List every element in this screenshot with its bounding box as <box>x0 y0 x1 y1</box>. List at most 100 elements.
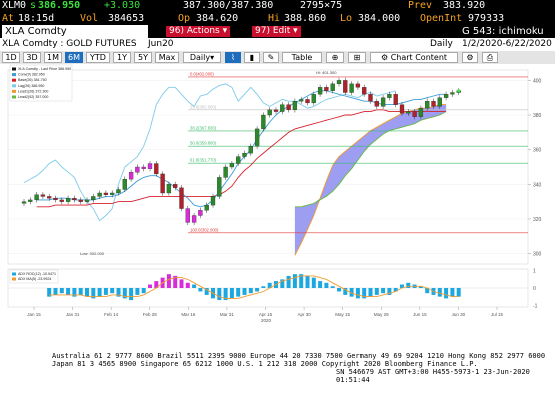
candle-body <box>286 104 291 110</box>
subheader: XLA Comdty : GOLD FUTURES Jun20 Daily 1/… <box>0 38 555 51</box>
chart-content-button[interactable]: ⚙ Chart Content <box>370 52 458 63</box>
bid-ask: 387.300/387.380 <box>183 0 274 11</box>
candle-chart-icon[interactable]: ▮ <box>244 52 260 63</box>
annotations: Hi: 401.300 Low: 302.000 <box>80 70 337 256</box>
fib-label: 38.2(367.830) <box>190 125 217 130</box>
security-field[interactable]: XLA Comdty <box>2 25 148 38</box>
oscillator-bar <box>437 288 442 297</box>
date-tick-label: Jul 15 <box>491 312 504 317</box>
oscillator-bar <box>406 282 411 288</box>
candle-body <box>280 104 285 112</box>
oscillator-legend-label: ADX ROC(12) -10.9471 <box>18 272 56 276</box>
line-chart-icon[interactable]: ⌇ <box>225 52 241 63</box>
high-label: Hi <box>268 13 281 24</box>
oscillator-bar <box>280 279 285 288</box>
vol-value: 384653 <box>108 13 145 24</box>
candle-body <box>336 80 342 85</box>
footer: Australia 61 2 9777 8600 Brazil 5511 239… <box>0 352 555 400</box>
oscillator-bar <box>305 275 310 288</box>
oscillator-bar <box>355 288 360 299</box>
oscillator-bar <box>72 288 77 297</box>
oscillator-bar <box>47 288 52 297</box>
candle-body <box>343 80 348 93</box>
date-tick-label: May 15 <box>335 312 350 317</box>
price-tick-label: 360 <box>533 148 542 154</box>
oscillator-bar <box>173 275 178 288</box>
ticker[interactable]: XLM0 <box>2 0 27 11</box>
oscillator-bar <box>444 288 449 299</box>
candle-body <box>399 104 405 114</box>
candle-body <box>72 198 77 201</box>
frequency-select[interactable]: Daily▾ <box>183 52 221 63</box>
date-tick-label: Jun 15 <box>413 312 427 317</box>
security-name: XLA Comdty : GOLD FUTURES <box>2 39 137 49</box>
chevron-down-icon: ▾ <box>293 26 298 36</box>
table-button[interactable]: Table <box>282 52 322 63</box>
settings-icon[interactable]: ⚙ <box>462 52 478 63</box>
price-tick-label: 400 <box>533 78 542 84</box>
candle-body <box>311 94 316 104</box>
candle-body <box>349 83 354 93</box>
oscillator-bar <box>450 288 455 297</box>
footer-line-2: Japan 81 3 4565 8900 Singapore 65 6212 1… <box>52 360 478 368</box>
period-ytd-button[interactable]: YTD <box>86 52 110 63</box>
candle-body <box>362 87 367 95</box>
period-label: Daily <box>430 39 453 49</box>
edit-menu[interactable]: 97) Edit ▾ <box>252 26 301 37</box>
period-max-button[interactable]: Max <box>155 52 179 63</box>
candle-body <box>380 97 386 107</box>
fib-label: 61.8(351.770) <box>190 158 217 163</box>
period-5y-button[interactable]: 5Y <box>134 52 152 63</box>
candle-body <box>387 94 392 98</box>
ichimoku-chart[interactable]: 0.0(402.000) 23.6(382.000) 38.2(367.830) 50… <box>0 64 555 352</box>
oscillator-legend-label: ADX MA(5) -23.9924 <box>18 277 51 281</box>
candle-body <box>110 192 115 195</box>
candle-body <box>210 196 216 206</box>
oscillator-bar <box>122 288 127 299</box>
chevron-down-icon: ▾ <box>210 53 215 62</box>
period-1m-button[interactable]: 1M <box>44 52 62 63</box>
fib-label: 50.0(359.800) <box>190 141 217 146</box>
low-label: Lo <box>340 13 353 24</box>
candle-body <box>97 192 102 197</box>
actions-menu[interactable]: 96) Actions ▾ <box>166 26 231 37</box>
oscillator-bar <box>387 288 392 295</box>
candle-body <box>418 107 424 117</box>
time-label: At <box>2 13 15 24</box>
gear-icon: ⚙ <box>380 53 389 62</box>
legend-swatch <box>12 89 16 93</box>
chart-background <box>0 64 555 352</box>
oscillator-bar <box>248 288 253 294</box>
zoom-icon[interactable]: ⊕ <box>326 52 344 63</box>
candle-body <box>292 101 298 110</box>
candle-body <box>437 97 442 107</box>
bid-ask-size: 2795×75 <box>300 0 343 11</box>
candle-body <box>299 99 304 102</box>
oscillator-bar <box>349 288 354 297</box>
legend-label: Lead2(52) 357.000 <box>18 95 48 99</box>
candle-body <box>34 194 39 201</box>
oscillator-bar <box>179 279 184 288</box>
prev-value: 383.920 <box>443 0 486 11</box>
candle-body <box>431 101 436 107</box>
oscillator-tick-label: -1 <box>533 303 538 309</box>
time-value: 18:15d <box>18 13 55 24</box>
open-int-value: 979333 <box>468 13 505 24</box>
period-1d-button[interactable]: 1D <box>2 52 20 63</box>
period-1y-button[interactable]: 1Y <box>113 52 131 63</box>
print-icon[interactable]: ⎙ <box>482 52 498 63</box>
oscillator-legend-box <box>9 269 59 284</box>
oscillator-ma-line <box>49 275 459 299</box>
draw-tool-icon[interactable]: ✎ <box>263 52 279 63</box>
period-6m-button[interactable]: 6M <box>65 52 83 63</box>
date-range: 1/2/2020-6/22/2020 <box>462 39 552 49</box>
candle-body <box>267 109 272 116</box>
layout-icon[interactable]: ⊞ <box>348 52 366 63</box>
date-axis: Jan 15 Jan 31 Feb 14 Feb 28 Mar 16 Mar 31 Apr … <box>27 307 503 323</box>
high-annotation: Hi: 401.300 <box>316 70 337 75</box>
candle-body <box>154 163 159 175</box>
last-price: 386.950 <box>38 0 81 11</box>
frequency-value: Daily <box>189 53 211 62</box>
candle-body <box>65 198 71 202</box>
period-3d-button[interactable]: 3D <box>23 52 41 63</box>
